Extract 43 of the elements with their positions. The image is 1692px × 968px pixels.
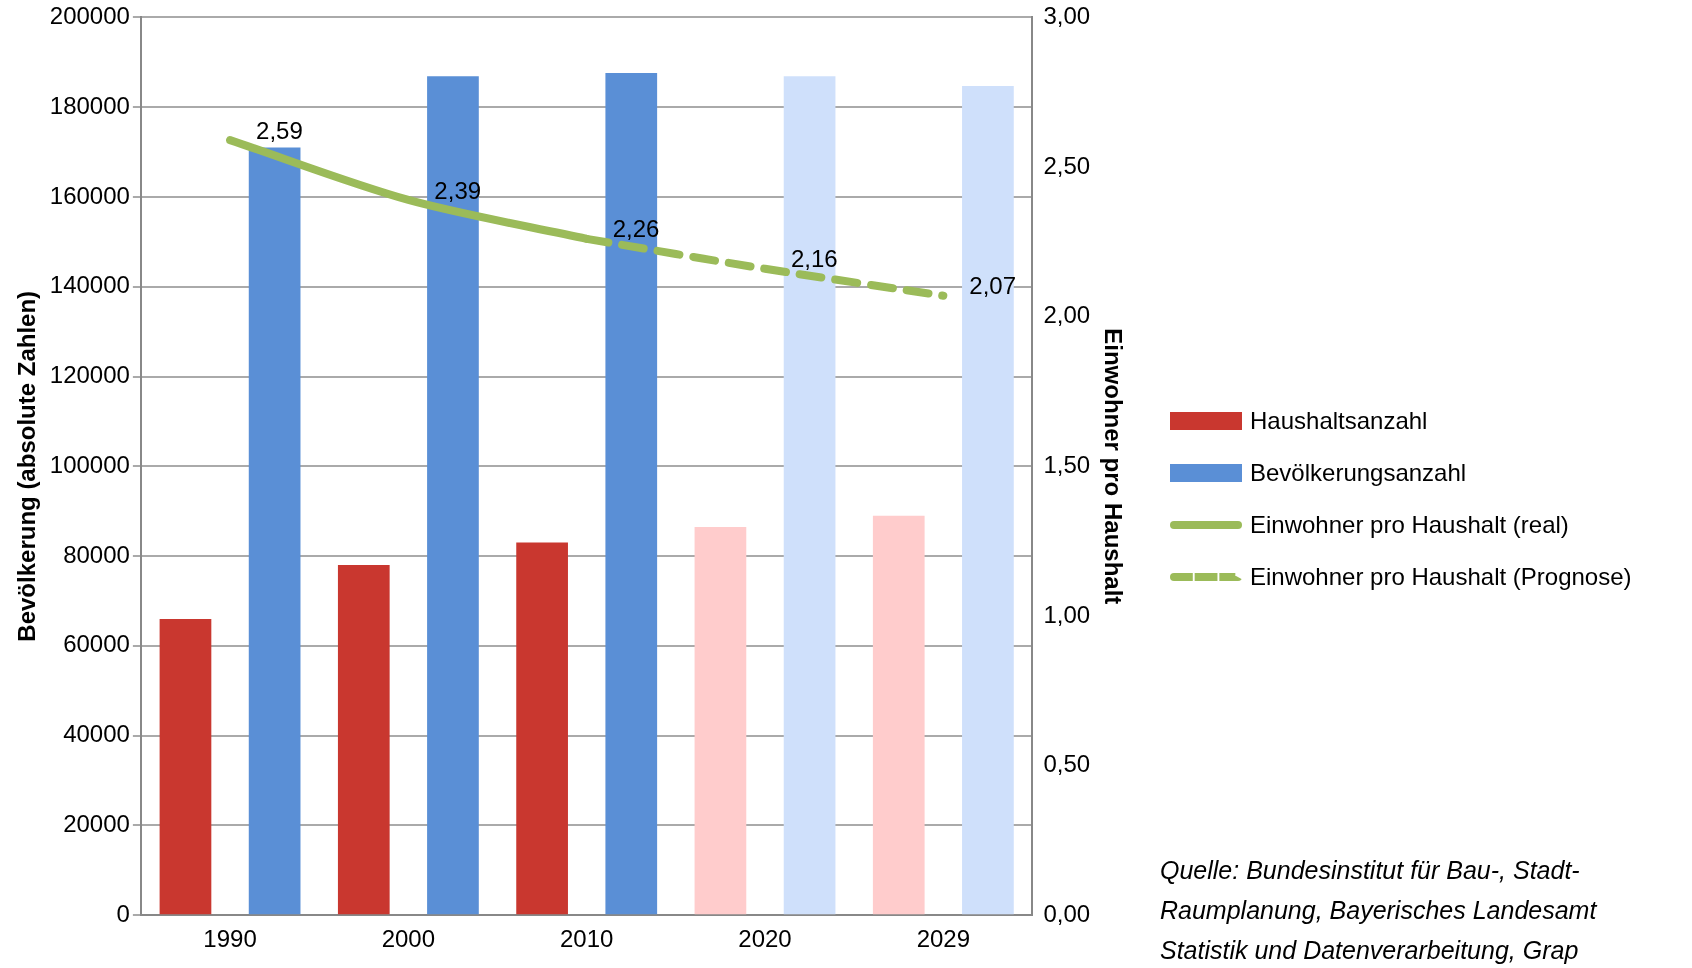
bar [605,73,658,915]
y-tick-label: 100000 [49,450,130,478]
source-note: Quelle: Bundesinstitut für Bau-, Stadt- Raumplanung, Bayerisches Landesamt Statistik und Datenverarbeitung, Grap [1160,855,1599,966]
x-tick-label: 2000 [381,925,436,953]
y-tick-label: 200000 [49,2,130,30]
y-tick-label: 120000 [49,361,130,389]
y2-tick-label: 3,00 [1043,2,1091,30]
legend-label: Einwohner pro Haushalt (real) [1250,511,1569,539]
x-tick-label: 1990 [203,925,257,953]
y2-tick-label: 2,00 [1043,301,1091,329]
data-label: 2,16 [791,245,838,273]
x-tick-label: 2020 [738,925,792,953]
y-axis-title: Bevölkerung (absolute Zahlen) [13,290,41,642]
y2-tick-label: 0,50 [1043,750,1091,778]
bar [783,76,836,915]
y-tick-label: 140000 [49,271,130,299]
y-tick-label: 40000 [63,720,130,748]
x-tick-label: 2010 [559,925,614,953]
legend-label: Bevölkerungsanzahl [1250,459,1467,487]
data-label: 2,07 [969,272,1017,300]
legend-label: Haushaltsanzahl [1250,407,1428,435]
y2-axis-title: Einwohner pro Haushalt [1099,328,1127,605]
y-tick-label: 20000 [63,810,130,838]
legend-label: Einwohner pro Haushalt (Prognose) [1250,563,1632,591]
bar [427,76,479,915]
bar [248,147,301,915]
bar [337,565,390,915]
y-tick-label: 180000 [49,91,130,119]
y-tick-label: 60000 [63,630,130,658]
y-tick-label: 80000 [63,540,130,568]
bar [516,542,568,915]
y2-tick-label: 0,00 [1043,899,1091,927]
y-tick-label: 160000 [49,181,130,209]
bar [694,526,747,915]
y2-tick-label: 1,50 [1043,450,1091,478]
x-tick-label: 2029 [916,925,971,953]
bar [962,86,1014,915]
y2-tick-label: 2,50 [1043,151,1091,179]
bar [872,515,925,915]
y-tick-label: 0 [116,899,130,927]
y2-tick-label: 1,00 [1043,600,1091,628]
data-label: 2,59 [256,116,303,144]
bar [159,618,212,915]
